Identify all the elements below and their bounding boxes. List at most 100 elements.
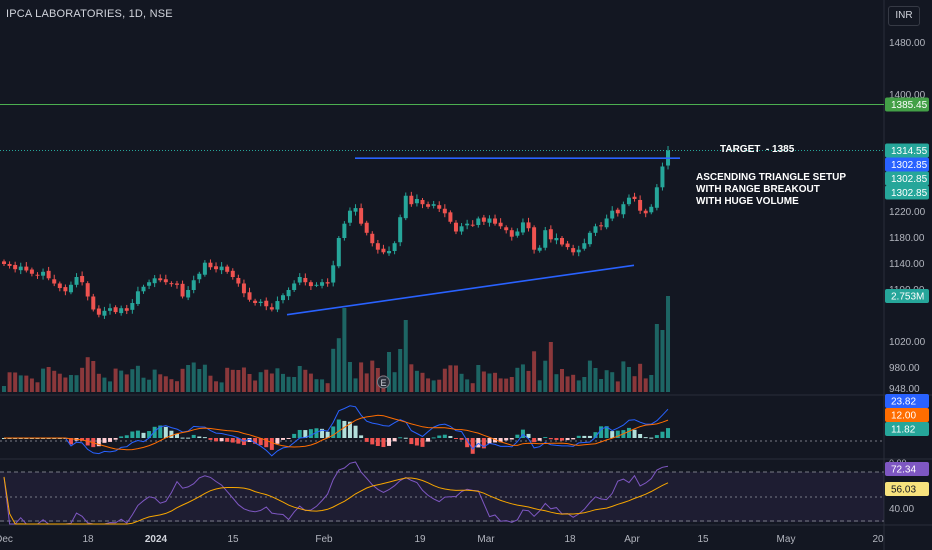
volume-bar — [626, 367, 631, 392]
rsi-value-badge: 72.34 — [891, 465, 916, 476]
volume-bar — [130, 369, 135, 392]
macd-histogram-bar — [453, 438, 458, 439]
candle-body — [230, 270, 235, 277]
candle-body — [576, 249, 581, 253]
time-tick-label: Mar — [477, 534, 495, 545]
candle-body — [264, 300, 269, 307]
macd-histogram-bar — [470, 438, 475, 454]
volume-bar — [336, 338, 341, 392]
candle-body — [414, 199, 419, 204]
macd-histogram-bar — [420, 438, 425, 447]
volume-bar — [236, 370, 241, 392]
candle-body — [587, 232, 592, 245]
volume-bar — [565, 376, 570, 392]
candle-body — [85, 283, 90, 297]
volume-bar — [303, 369, 308, 392]
macd-histogram-bar — [85, 438, 90, 446]
macd-histogram-bar — [571, 438, 576, 440]
macd-histogram-bar — [626, 427, 631, 438]
macd-histogram-bar — [520, 429, 525, 438]
candle-body — [108, 308, 113, 311]
macd-histogram-bar — [587, 435, 592, 438]
volume-bar — [465, 379, 470, 392]
macd-histogram-bar — [398, 437, 403, 439]
volume-bar — [387, 352, 392, 392]
candle-body — [604, 218, 609, 228]
volume-bar — [219, 382, 224, 392]
candle-body — [314, 284, 319, 286]
time-tick-label: 19 — [414, 534, 426, 545]
candle-body — [102, 310, 107, 316]
volume-bar — [158, 374, 163, 392]
candle-body — [68, 284, 73, 293]
candle-body — [431, 204, 436, 206]
time-tick-label: Dec — [0, 534, 13, 545]
volume-bar — [660, 330, 665, 392]
macd-histogram-bar — [381, 438, 386, 448]
candle-body — [532, 227, 537, 250]
macd-histogram-bar — [487, 438, 492, 444]
macd-histogram-bar — [269, 438, 274, 450]
volume-bar — [52, 370, 57, 392]
macd-histogram-bar — [576, 435, 581, 438]
candle-body — [381, 248, 386, 253]
candle-body — [331, 265, 336, 283]
time-tick-label: May — [777, 534, 796, 545]
macd-histogram-bar — [632, 429, 637, 438]
candle-body — [403, 195, 408, 219]
volume-bar — [74, 375, 79, 392]
candle-body — [409, 195, 414, 205]
volume-bar — [515, 367, 520, 392]
volume-bar — [264, 369, 269, 392]
candle-body — [610, 210, 615, 219]
candle-body — [509, 230, 514, 237]
macd-histogram-bar — [314, 428, 319, 438]
macd-histogram-bar — [80, 438, 85, 441]
candle-body — [476, 218, 481, 225]
candle-body — [18, 266, 23, 271]
candle-body — [253, 300, 258, 303]
rsi-value-badge-bg — [885, 462, 929, 476]
volume-bar — [24, 375, 29, 392]
macd-histogram-bar — [191, 434, 196, 438]
candle-body — [63, 287, 68, 292]
macd-histogram-bar — [403, 437, 408, 439]
macd-histogram-bar — [448, 436, 453, 438]
macd-histogram-bar — [158, 425, 163, 438]
target-annotation: TARGET - 1385 — [720, 144, 795, 155]
volume-bar — [292, 377, 297, 392]
macd-histogram-bar — [320, 428, 325, 438]
time-tick-label: Apr — [624, 534, 640, 545]
volume-bar — [420, 372, 425, 392]
time-tick-label: 15 — [227, 534, 239, 545]
support-trendline — [286, 264, 635, 316]
candle-body — [621, 204, 626, 215]
candle-body — [46, 270, 51, 279]
macd-histogram-bar — [247, 438, 252, 442]
price-tick-label: 1020.00 — [889, 337, 926, 348]
candle-body — [308, 282, 313, 287]
resistance-badge-1: 1302.85 — [891, 160, 928, 171]
macd-histogram-bar — [426, 438, 431, 442]
macd-histogram-bar — [297, 429, 302, 438]
macd-histogram-bar — [141, 432, 146, 438]
volume-bar — [57, 373, 62, 392]
macd-histogram-bar — [152, 426, 157, 438]
volume-bar — [548, 342, 553, 392]
candle-body — [214, 266, 219, 270]
target-price-badge: 1385.45 — [891, 100, 928, 111]
volume-bar — [504, 378, 509, 392]
candle-body — [526, 222, 531, 229]
volume-bar — [102, 377, 107, 392]
candle-body — [565, 243, 570, 248]
macd-histogram-bar — [465, 438, 470, 448]
volume-bar — [96, 373, 101, 392]
candle-body — [320, 282, 325, 286]
volume-bar — [320, 379, 325, 392]
rsi-ma-badge: 56.03 — [891, 485, 916, 496]
currency-button[interactable]: INR — [888, 6, 920, 26]
volume-bar — [13, 372, 18, 392]
macd-histogram-bar — [409, 438, 414, 445]
candle-body — [91, 296, 96, 310]
